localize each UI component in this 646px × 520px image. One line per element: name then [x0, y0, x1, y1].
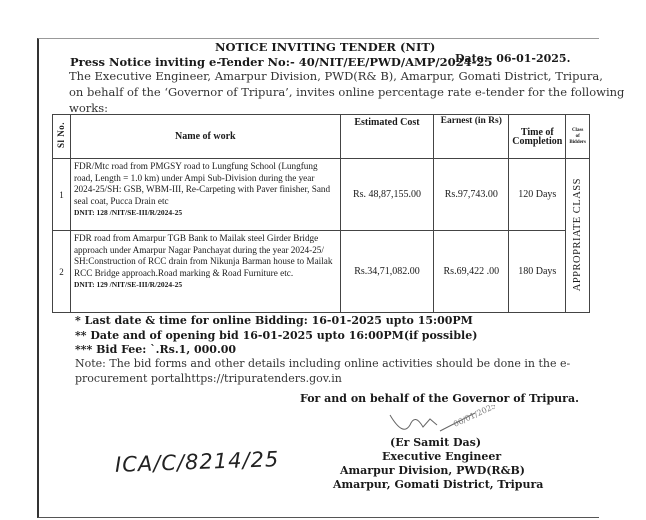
works-table: Sl No. Name of work Estimated Cost Earne…: [52, 114, 590, 313]
header-time: Time of Completion: [508, 114, 567, 159]
intro-line: The Executive Engineer, Amarpur Division…: [69, 69, 603, 83]
table-header: Sl No. Name of work Estimated Cost Earne…: [52, 114, 590, 159]
cell-sl: 2: [52, 230, 71, 313]
press-notice: Press Notice inviting e-Tender No:- 40/N…: [70, 55, 493, 69]
cell-class: APPROPRIATE CLASS: [565, 158, 590, 313]
signatory-name: (Er Samit Das): [390, 436, 482, 449]
intro-line: on behalf of the ‘Governor of Tripura’, …: [69, 85, 625, 99]
cell-sl: 1: [52, 158, 71, 231]
cell-cost: Rs. 48,87,155.00: [339, 158, 435, 231]
cell-earnest: Rs.69,422 .00: [433, 230, 510, 313]
header-cost: Estimated Cost: [339, 114, 435, 159]
table-row: 2 FDR road from Amarpur TGB Bank to Mail…: [52, 230, 590, 313]
signature-mark: 06/01/2025: [389, 405, 495, 432]
table-row: 1 FDR/Mtc road from PMGSY road to Lungfu…: [52, 158, 590, 313]
cell-earnest: Rs.97,743.00: [433, 158, 510, 231]
cell-work: FDR/Mtc road from PMGSY road to Lungfung…: [69, 158, 341, 231]
header-earnest: Earnest (in Rs): [433, 114, 510, 159]
cell-time: 120 Days: [508, 158, 567, 231]
note-line: Note: The bid forms and other details in…: [75, 357, 571, 370]
opening-date: ** Date and of opening bid 16-01-2025 up…: [75, 329, 478, 342]
bid-fee: *** Bid Fee: `.Rs.1, 000.00: [75, 343, 237, 356]
header-class: Class of Bidders: [565, 114, 590, 159]
document-frame: [37, 38, 599, 518]
signatory-location: Amarpur, Gomati District, Tripura: [333, 478, 544, 491]
intro-line: works:: [69, 101, 109, 115]
svg-text:06/01/2025: 06/01/2025: [452, 405, 495, 429]
header-name: Name of work: [69, 114, 341, 159]
notice-title: NOTICE INVITING TENDER (NIT): [215, 40, 436, 54]
last-date: * Last date & time for online Bidding: 1…: [75, 314, 473, 327]
behalf-line: For and on behalf of the Governor of Tri…: [300, 392, 579, 405]
cell-time: 180 Days: [508, 230, 567, 313]
header-sl: Sl No.: [52, 114, 71, 159]
cell-work: FDR road from Amarpur TGB Bank to Mailak…: [69, 230, 341, 313]
cell-cost: Rs.34,71,082.00: [339, 230, 435, 313]
notice-date: Date:- 06-01-2025.: [455, 52, 571, 65]
signatory-designation: Executive Engineer: [382, 450, 502, 463]
signatory-division: Amarpur Division, PWD(R&B): [340, 464, 526, 477]
note-portal: procurement portalhttps://tripuratenders…: [75, 372, 342, 385]
